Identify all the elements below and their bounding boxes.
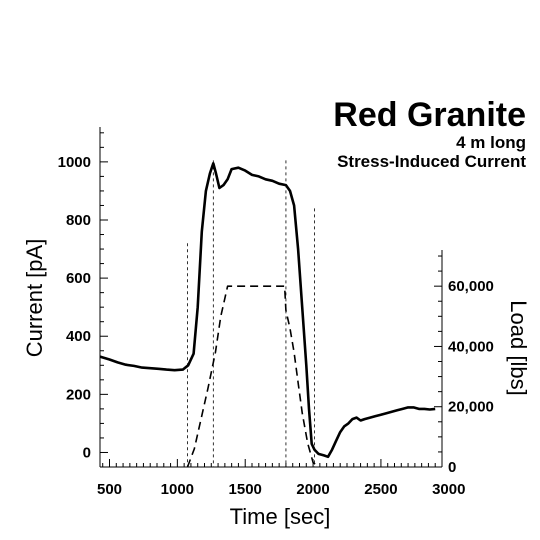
x-tick-label: 3000 <box>432 481 465 498</box>
x-tick-label: 1500 <box>229 481 262 498</box>
x-axis-label: Time [sec] <box>230 504 331 529</box>
series <box>99 162 436 468</box>
y2-tick-label: 40,000 <box>448 338 494 355</box>
y-tick-label: 0 <box>83 444 91 461</box>
y2-tick-label: 20,000 <box>448 399 494 416</box>
y2-tick-label: 60,000 <box>448 278 494 295</box>
ticks: 500 1000 1500 2000 2500 3000 0 200 400 600 800 1000… <box>58 132 494 498</box>
y2-axis-label: Load [lbs] <box>506 300 531 395</box>
load-series-line <box>186 285 320 468</box>
axes <box>99 127 443 468</box>
y-tick-label: 200 <box>66 386 91 403</box>
current-series-line <box>99 162 436 459</box>
y-tick-label: 1000 <box>58 154 91 171</box>
y-tick-label: 400 <box>66 328 91 345</box>
x-tick-label: 2500 <box>364 481 397 498</box>
x-tick-label: 1000 <box>161 481 194 498</box>
y-tick-label: 600 <box>66 270 91 287</box>
event-lines <box>187 160 315 467</box>
y2-tick-label: 0 <box>448 459 456 476</box>
y-axis-label: Current [pA] <box>22 239 47 358</box>
chart-subtitle-2: Stress-Induced Current <box>337 152 526 171</box>
x-tick-label: 500 <box>97 481 122 498</box>
x-tick-label: 2000 <box>296 481 329 498</box>
y-tick-label: 800 <box>66 212 91 229</box>
chart-subtitle-1: 4 m long <box>456 133 526 152</box>
chart-title: Red Granite <box>333 96 526 134</box>
